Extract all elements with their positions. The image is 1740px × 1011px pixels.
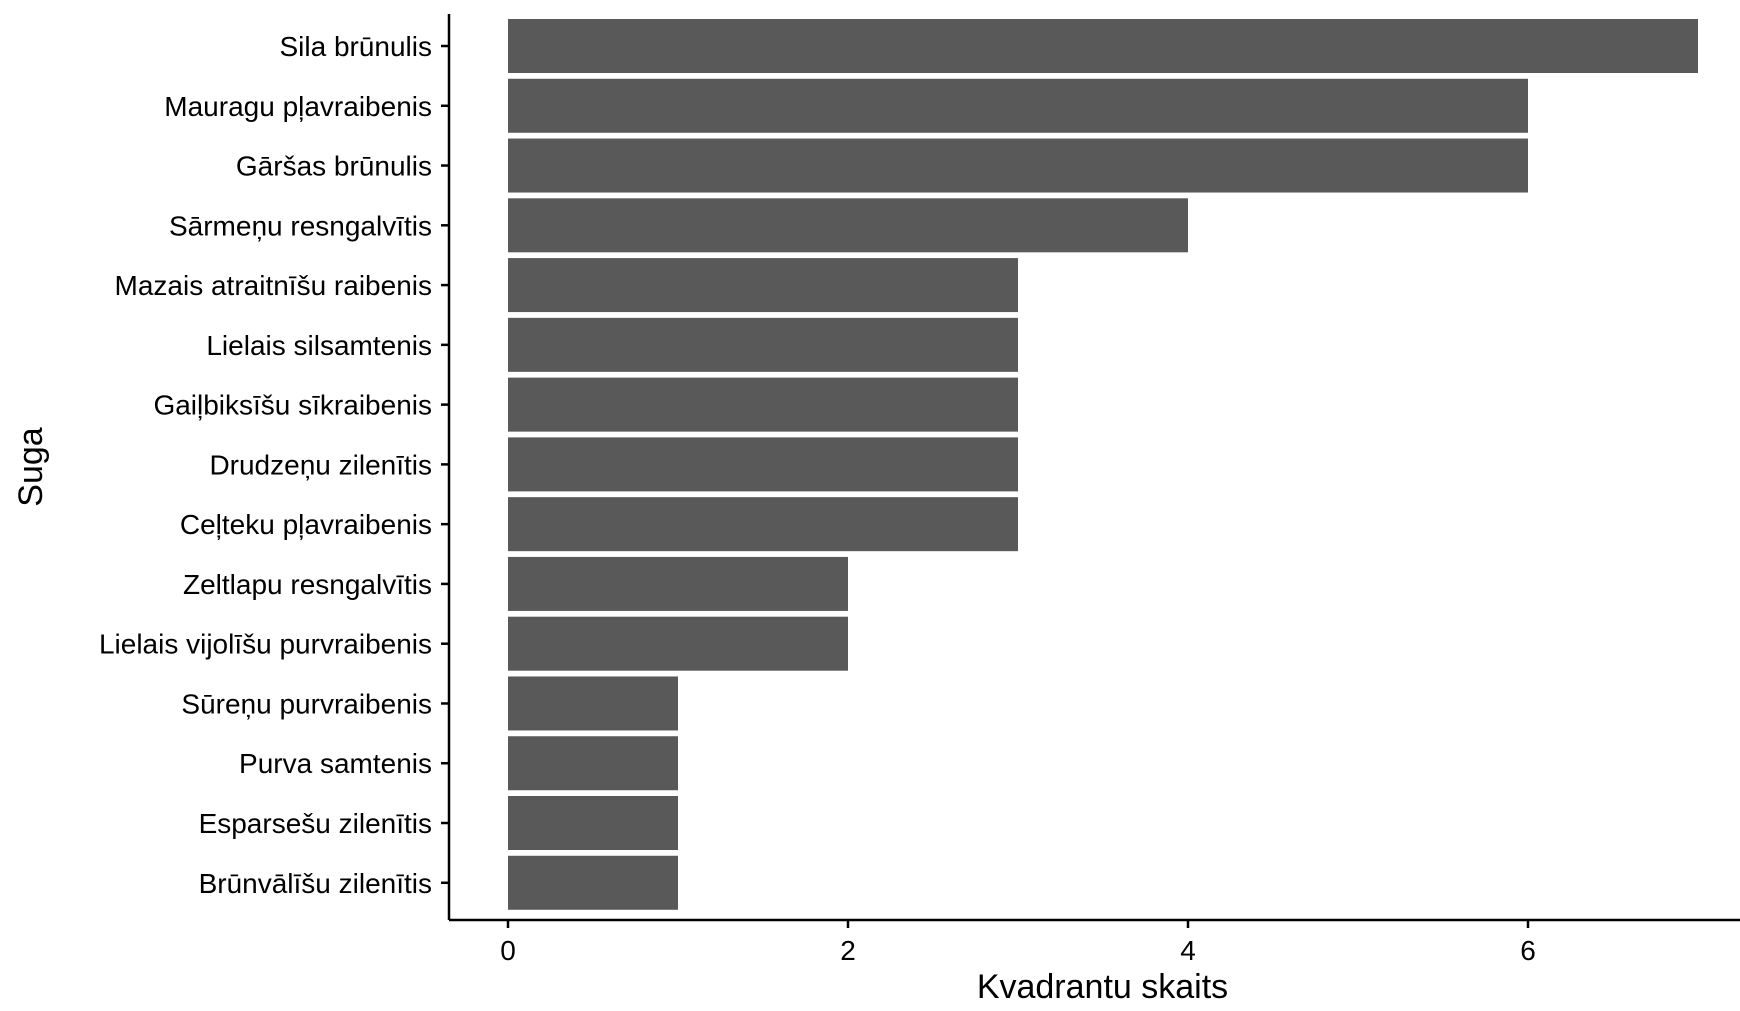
x-tick-label: 6 [1520, 935, 1536, 966]
bar [508, 855, 678, 910]
x-tick-label: 2 [840, 935, 856, 966]
bar [508, 198, 1188, 253]
x-axis-ticks: 0 2 4 6 [500, 920, 1536, 966]
y-tick-label: Esparsešu zilenītis [199, 808, 432, 839]
bar [508, 317, 1018, 372]
y-axis-ticks: Sila brūnulis Mauragu pļavraibenis Gāršas … [99, 31, 449, 899]
bar [508, 19, 1698, 73]
x-tick-label: 4 [1180, 935, 1196, 966]
y-tick-label: Zeltlapu resngalvītis [183, 569, 432, 600]
y-tick-label: Sārmeņu resngalvītis [169, 210, 432, 241]
y-tick-label: Sūreņu purvraibenis [181, 688, 432, 719]
y-tick-label: Lielais silsamtenis [206, 330, 432, 361]
y-tick-label: Mazais atraitnīšu raibenis [115, 270, 432, 301]
bar [508, 616, 848, 671]
x-axis-title: Kvadrantu skaits [977, 968, 1228, 1006]
bar [508, 736, 678, 791]
y-tick-label: Gaiļbiksīšu sīkraibenis [153, 390, 432, 421]
bar [508, 676, 678, 731]
bar [508, 556, 848, 611]
bar [508, 138, 1528, 193]
bar [508, 258, 1018, 313]
y-tick-label: Brūnvālīšu zilenītis [199, 868, 432, 899]
y-tick-label: Sila brūnulis [279, 31, 432, 62]
bars-group [508, 19, 1698, 910]
y-axis-title: Suga [12, 427, 50, 506]
bar [508, 377, 1018, 432]
y-tick-label: Drudzeņu zilenītis [209, 449, 432, 480]
bar [508, 497, 1018, 552]
bar [508, 796, 678, 851]
bar [508, 78, 1528, 133]
y-tick-label: Mauragu pļavraibenis [164, 91, 432, 122]
y-tick-label: Ceļteku pļavraibenis [180, 509, 432, 540]
bar [508, 437, 1018, 492]
y-tick-label: Purva samtenis [239, 748, 432, 779]
y-tick-label: Lielais vijolīšu purvraibenis [99, 629, 432, 660]
x-tick-label: 0 [500, 935, 516, 966]
y-tick-label: Gāršas brūnulis [236, 151, 432, 182]
